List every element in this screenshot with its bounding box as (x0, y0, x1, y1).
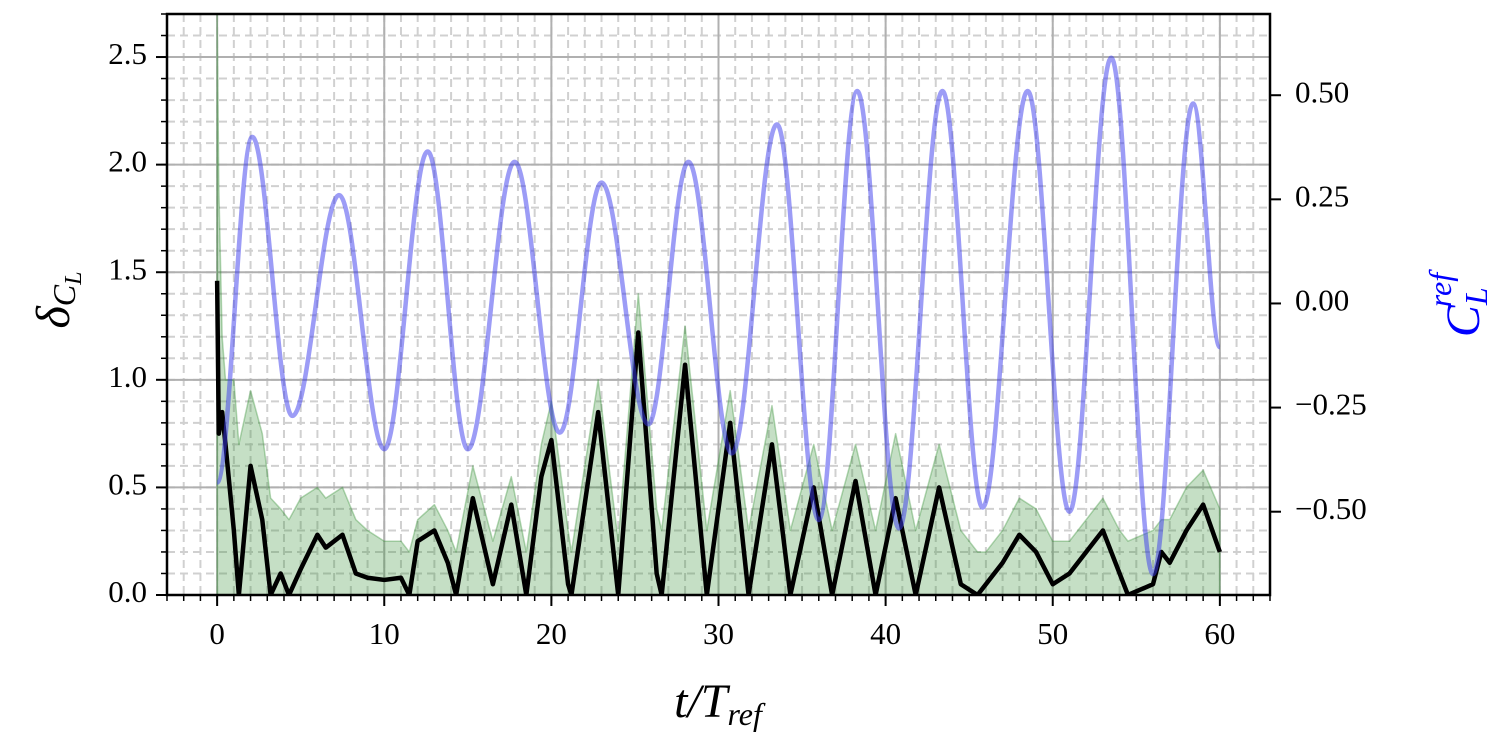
x-axis-label: t/Tref (674, 675, 766, 732)
y2-label-sup: ref (1422, 269, 1458, 307)
y-tick-label: 2.5 (108, 36, 147, 71)
y2-tick-label: −0.50 (1295, 491, 1367, 526)
x-tick-label: 10 (369, 616, 400, 651)
x-label-sub: ref (728, 696, 766, 732)
y2-label-sub: L (1458, 287, 1494, 306)
x-tick-label: 50 (1037, 616, 1068, 651)
x-label-main: t/T (674, 675, 731, 728)
reference-line (214, 55, 1223, 577)
y-label-main: δ (27, 306, 80, 329)
y-tick-label: 0.0 (108, 574, 147, 609)
y2-tick-label: −0.25 (1295, 387, 1367, 422)
y-tick-label: 1.0 (108, 359, 147, 394)
y2-label-main: C (1437, 304, 1490, 337)
y2-axis-label: CLref (1422, 269, 1494, 337)
y2-tick-label: 0.50 (1295, 74, 1349, 109)
plot-frame (165, 12, 1272, 597)
y-tick-label: 2.0 (108, 144, 147, 179)
y-axis-label: δCL (27, 271, 87, 328)
x-tick-label: 20 (536, 616, 567, 651)
x-tick-label: 40 (870, 616, 901, 651)
x-tick-label: 60 (1204, 616, 1235, 651)
y-tick-label: 0.5 (108, 467, 147, 502)
y-label-sub: C (46, 284, 82, 306)
y-label-sub2: L (61, 271, 87, 285)
mean-line (214, 280, 1222, 595)
y2-tick-label: 0.25 (1295, 178, 1349, 213)
y2-tick-label: 0.00 (1295, 283, 1349, 318)
x-tick-label: 0 (209, 616, 225, 651)
x-tick-label: 30 (703, 616, 734, 651)
y-tick-label: 1.5 (108, 251, 147, 286)
